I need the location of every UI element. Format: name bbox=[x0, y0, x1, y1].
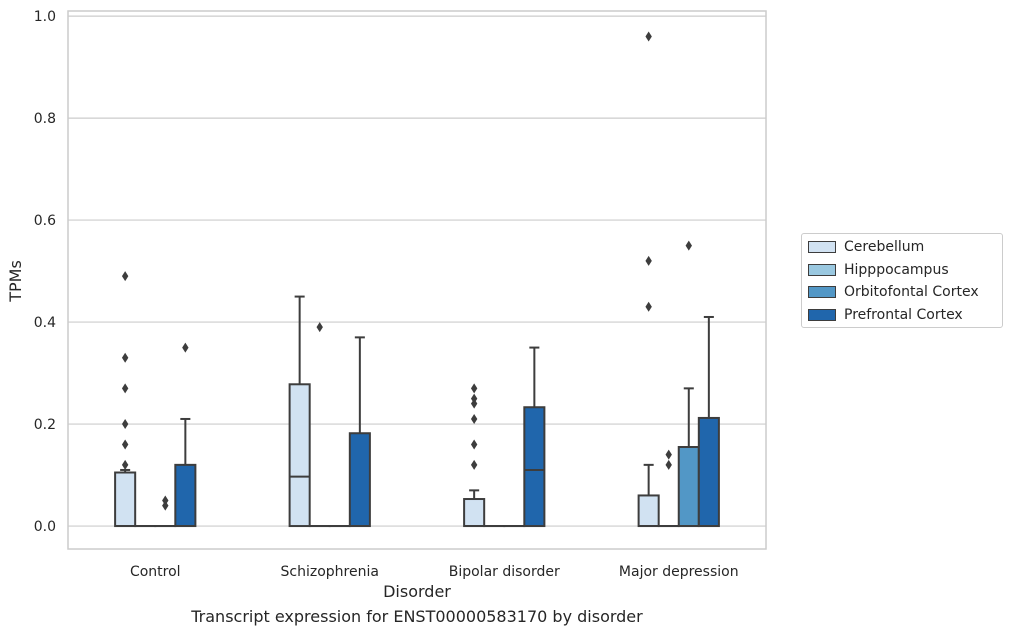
outlier-point bbox=[162, 500, 169, 511]
y-tick-label: 0.8 bbox=[34, 111, 56, 127]
box-rect bbox=[523, 406, 546, 528]
box-rect bbox=[288, 383, 311, 528]
y-tick-label: 0.2 bbox=[34, 417, 56, 433]
legend-item: Hipppocampus bbox=[808, 261, 949, 279]
outlier-point bbox=[121, 439, 129, 450]
legend-swatch bbox=[808, 308, 836, 321]
box-0-1 bbox=[288, 295, 311, 528]
outlier-point bbox=[316, 322, 323, 333]
outlier-point bbox=[470, 393, 478, 404]
box-3-1 bbox=[348, 336, 371, 528]
outlier-point bbox=[665, 459, 672, 470]
outlier-point bbox=[121, 419, 129, 430]
legend-label: Hipppocampus bbox=[844, 261, 949, 278]
y-tick-label: 0.4 bbox=[34, 315, 56, 331]
boxes bbox=[114, 295, 720, 528]
x-tick-label: Bipolar disorder bbox=[449, 564, 560, 580]
outlier-point bbox=[645, 301, 652, 312]
legend-swatch bbox=[808, 286, 836, 298]
outlier-point bbox=[182, 342, 189, 353]
outlier-point bbox=[685, 240, 692, 251]
outlier-point bbox=[470, 439, 478, 450]
box-3-2 bbox=[523, 346, 546, 528]
box-rect bbox=[637, 494, 660, 528]
box-3-0 bbox=[174, 417, 197, 528]
legend-label: Cerebellum bbox=[844, 239, 925, 255]
plot-area bbox=[67, 10, 767, 550]
outlier-point bbox=[470, 398, 478, 409]
legend-item: Orbitofontal Cortex bbox=[808, 283, 979, 301]
outlier-point bbox=[470, 459, 478, 470]
y-tick-labels: 0.0 0.2 0.4 0.6 0.8 1.0 bbox=[34, 9, 56, 535]
box-3-3 bbox=[697, 315, 720, 528]
x-axis-label: Disorder bbox=[383, 582, 451, 601]
chart-caption: Transcript expression for ENST0000058317… bbox=[191, 607, 643, 626]
y-axis-label: TPMs bbox=[6, 260, 25, 303]
box-rect bbox=[463, 498, 486, 528]
x-tick-label: Control bbox=[130, 564, 181, 580]
outlier-point bbox=[121, 459, 129, 470]
legend-item: Cerebellum bbox=[808, 238, 924, 256]
outlier-point bbox=[645, 31, 652, 42]
legend-item: Prefrontal Cortex bbox=[808, 306, 963, 324]
x-tick-labels: Control Schizophrenia Bipolar disorder Majo… bbox=[130, 564, 739, 580]
x-tick-label: Schizophrenia bbox=[281, 564, 379, 580]
legend-label: Prefrontal Cortex bbox=[844, 306, 963, 323]
legend-swatch bbox=[808, 241, 836, 253]
legend-swatch bbox=[808, 263, 836, 276]
outlier-point bbox=[162, 495, 169, 506]
outlier-point bbox=[470, 383, 478, 394]
y-tick-label: 0.0 bbox=[34, 519, 56, 535]
outliers bbox=[121, 31, 692, 511]
outlier-point bbox=[121, 271, 129, 282]
box-rect bbox=[114, 471, 137, 528]
box-rect bbox=[348, 432, 371, 528]
outlier-point bbox=[665, 449, 672, 460]
box-0-0 bbox=[114, 468, 137, 528]
outlier-point bbox=[121, 352, 129, 363]
y-tick-label: 1.0 bbox=[34, 9, 56, 25]
outlier-point bbox=[121, 383, 129, 394]
legend: Cerebellum Hipppocampus Orbitofontal Corte… bbox=[801, 233, 1003, 328]
y-tick-label: 0.6 bbox=[34, 213, 56, 229]
box-rect bbox=[677, 446, 700, 528]
box-0-3 bbox=[637, 463, 660, 528]
box-0-2 bbox=[463, 489, 486, 528]
x-tick-label: Major depression bbox=[619, 564, 739, 580]
outlier-point bbox=[470, 413, 478, 424]
outlier-point bbox=[645, 255, 652, 266]
box-rect bbox=[697, 416, 720, 528]
legend-label: Orbitofontal Cortex bbox=[844, 284, 979, 300]
box-rect bbox=[174, 463, 197, 528]
